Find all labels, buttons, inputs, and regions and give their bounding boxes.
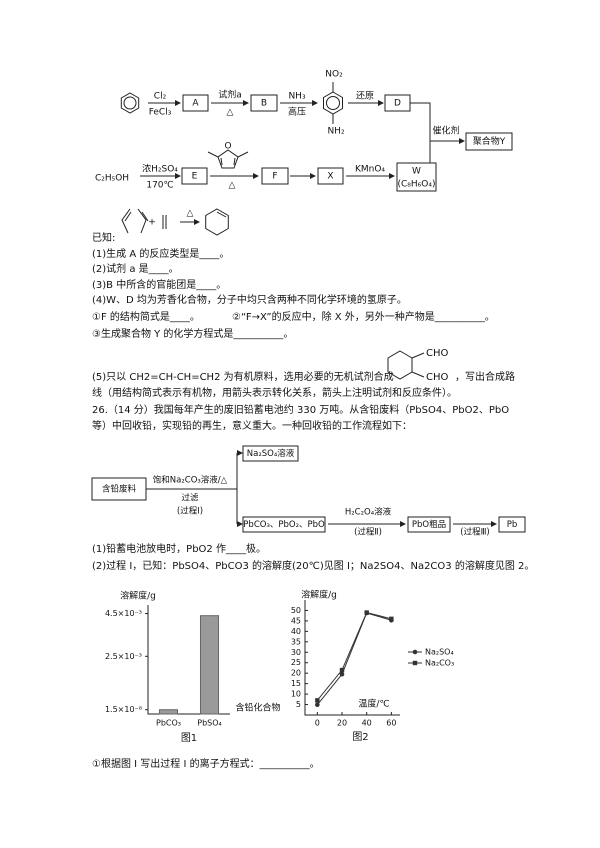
bar xyxy=(199,615,220,715)
flow-label: H₂C₂O₄溶液 xyxy=(345,507,392,518)
y-tick-label: 50 xyxy=(291,606,301,615)
data-point xyxy=(364,610,369,615)
scheme-label: A xyxy=(192,99,199,109)
question-text: (1)铅蓄电池放电时，PbO2 作____极。 xyxy=(92,542,266,555)
scheme-label: O xyxy=(224,142,231,152)
question-text: 已知: xyxy=(92,231,115,244)
legend-marker xyxy=(412,649,418,655)
flow-label: (过程Ⅲ) xyxy=(460,527,490,538)
scheme-label: NO₂ xyxy=(325,70,343,80)
scheme-label: △ xyxy=(187,209,194,219)
data-point xyxy=(315,698,320,703)
y-tick-label: 4.5×10⁻³ xyxy=(105,609,142,618)
scheme-label: △ xyxy=(229,181,236,191)
scheme-label: NH₃ xyxy=(288,92,306,102)
x-tick-label: 40 xyxy=(362,719,372,728)
y-tick-label: 35 xyxy=(291,637,301,646)
scheme-label: Cl₂ xyxy=(154,92,167,102)
y-tick-label: 1.5×10⁻⁸ xyxy=(105,705,142,714)
scheme-label: 催化剂 xyxy=(432,125,459,137)
scheme-label: X xyxy=(327,172,333,182)
y-axis-label: 溶解度/g xyxy=(120,590,156,602)
y-tick-label: 45 xyxy=(291,616,301,625)
scheme-label: C₂H₅OH xyxy=(95,174,129,184)
y-axis-label: 溶解度/g xyxy=(301,589,337,601)
flow-label: Na₂SO₄溶液 xyxy=(247,448,295,459)
scheme-label: (C₈H₆O₄) xyxy=(398,180,436,190)
y-tick-label: 2.5×10⁻³ xyxy=(105,652,142,661)
series-line xyxy=(316,612,392,706)
x-tick-label: 0 xyxy=(315,719,320,728)
flow-label: PbCO₃、PbO₂、PbO xyxy=(243,520,325,530)
question-text: 线（用结构简式表示有机物，用箭头表示转化关系，箭头上注明试剂和反应条件）。 xyxy=(92,386,457,399)
bar xyxy=(158,709,179,715)
question-text: ①根据图 I 写出过程 I 的离子方程式：__________。 xyxy=(92,757,320,770)
scheme-label: B xyxy=(261,99,267,109)
scheme-label: + xyxy=(148,218,156,228)
question-text: (2)过程 I，已知：PbSO4、PbCO3 的溶解度(20℃)见图 I；Na2… xyxy=(92,559,534,572)
scheme-label: 还原 xyxy=(356,90,374,102)
question-text: ①F 的结构简式是____。 xyxy=(92,310,200,323)
x-tick-label: PbCO₃ xyxy=(156,719,181,728)
caption: 图2 xyxy=(352,731,368,743)
scheme-label: D xyxy=(394,99,401,109)
flow-label: PbO粗品 xyxy=(412,519,446,530)
scheme-label: E xyxy=(192,172,198,182)
flow-label: (过程Ⅰ) xyxy=(177,506,203,517)
scheme-label: 试剂a xyxy=(218,89,242,101)
flow-label: 饱和Na₂CO₃溶液/△ xyxy=(153,475,228,486)
question-text: 26.（14 分）我国每年产生的废旧铅蓄电池约 330 万吨。从含铅废料（PbS… xyxy=(92,403,509,416)
scheme-label: △ xyxy=(227,108,234,118)
scheme-label: CHO xyxy=(426,348,449,359)
question-text: ，写出合成路 xyxy=(455,370,515,383)
scheme-label: KMnO₄ xyxy=(355,165,385,175)
legend-label: Na₂CO₃ xyxy=(425,659,454,668)
question-text: ②“F→X”的反应中，除 X 外，另外一种产物是__________。 xyxy=(232,310,495,323)
data-point xyxy=(315,702,320,708)
scheme-label: F xyxy=(272,172,277,182)
scheme-label: W xyxy=(412,167,421,177)
data-point xyxy=(389,616,394,622)
scheme-label: FeCl₃ xyxy=(149,108,172,118)
data-point xyxy=(339,671,345,677)
scheme-graphics xyxy=(91,82,526,533)
question-text: (4)W、D 均为芳香化合物，分子中均只含两种不同化学环境的氢原子。 xyxy=(92,293,407,306)
flow-label: 含铅废料 xyxy=(102,484,137,495)
y-tick-label: 25 xyxy=(291,658,301,667)
data-point xyxy=(339,667,345,673)
question-text: ③生成聚合物 Y 的化学方程式是__________。 xyxy=(92,327,293,340)
scheme-label: NH₂ xyxy=(327,127,345,137)
y-tick-label: 10 xyxy=(291,690,301,699)
scheme-label: 聚合物Y xyxy=(473,135,506,147)
y-tick-label: 15 xyxy=(291,679,301,688)
x-axis-label: 含铅化合物 xyxy=(235,702,280,714)
x-tick-label: 20 xyxy=(337,719,347,728)
x-tick-label: 60 xyxy=(386,719,396,728)
y-tick-label: 20 xyxy=(291,669,301,678)
scheme-label: CHO xyxy=(426,372,449,383)
legend-marker xyxy=(412,660,418,666)
series-line xyxy=(316,611,392,701)
scheme-label: 170℃ xyxy=(146,181,173,191)
question-text: (1)生成 A 的反应类型是____。 xyxy=(92,247,229,260)
x-tick-label: PbSO₄ xyxy=(197,719,221,728)
question-text: (2)试剂 a 是____。 xyxy=(92,262,179,275)
caption: 图1 xyxy=(181,732,197,744)
y-tick-label: 5 xyxy=(296,700,301,709)
x-axis-label: 温度/℃ xyxy=(358,698,389,710)
flow-label: Pb xyxy=(507,520,518,530)
question-text: (3)B 中所含的官能团是____。 xyxy=(92,278,226,291)
axis xyxy=(304,600,400,716)
question-text: (5)只以 CH2=CH-CH=CH2 为有机原料，选用必要的无机试剂合成 xyxy=(92,370,394,383)
scheme-label: 高压 xyxy=(288,106,306,118)
flow-label: 过滤 xyxy=(181,493,199,504)
flow-label: (过程Ⅱ) xyxy=(354,527,382,538)
y-tick-label: 40 xyxy=(291,627,301,636)
y-tick-label: 30 xyxy=(291,648,301,657)
legend-label: Na₂SO₄ xyxy=(425,648,454,657)
question-text: 等）中回收铅，实现铅的再生，意义重大。一种回收铅的工作流程如下： xyxy=(92,419,412,432)
scheme-label: 浓H₂SO₄ xyxy=(142,164,178,175)
